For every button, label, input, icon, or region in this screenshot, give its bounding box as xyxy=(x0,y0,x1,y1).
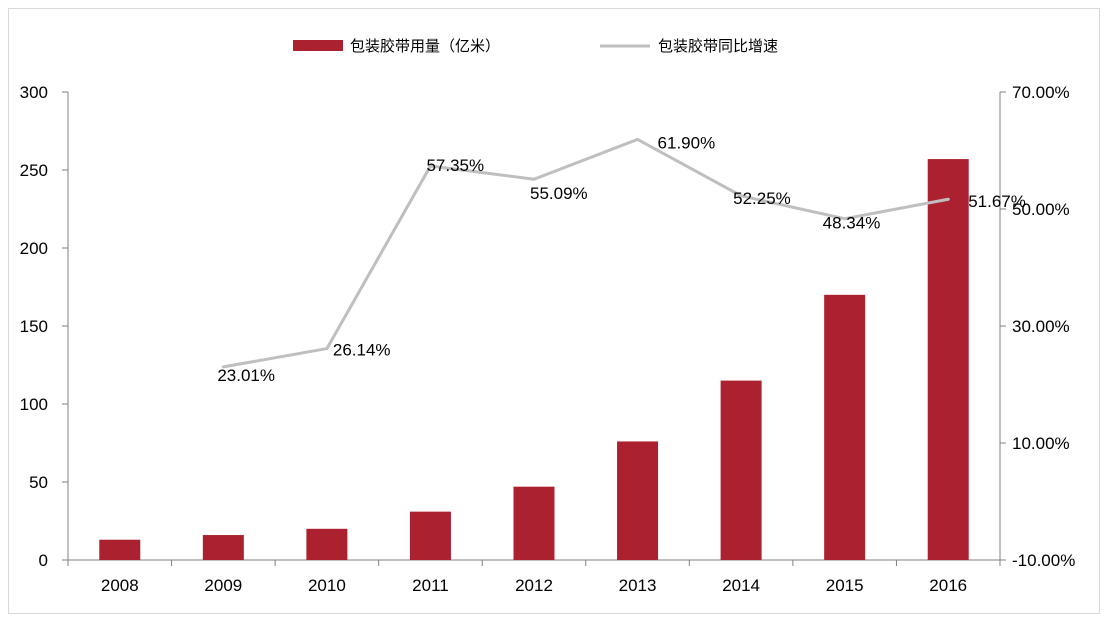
bar-2013 xyxy=(617,441,659,560)
axes: 0 50 100 150 200 250 300 -10.00% 10.00% 30.00% 50.… xyxy=(20,83,1076,595)
x-tick-label: 2008 xyxy=(101,576,139,595)
data-label-2009: 23.01% xyxy=(217,366,275,385)
x-tick-label: 2013 xyxy=(619,576,657,595)
x-tick-label: 2012 xyxy=(515,576,553,595)
y-left-tick-label: 250 xyxy=(20,161,48,180)
chart-frame xyxy=(8,8,1100,614)
line-point-2011 xyxy=(428,164,432,168)
line-point-2016 xyxy=(946,197,950,201)
data-label-2015: 48.34% xyxy=(823,214,881,233)
x-tick-label: 2016 xyxy=(929,576,967,595)
legend: 包装胶带用量（亿米） 包装胶带同比增速 xyxy=(293,37,778,55)
y-left-tick-label: 100 xyxy=(20,395,48,414)
x-tick-label: 2009 xyxy=(204,576,242,595)
bar-2010 xyxy=(306,528,348,560)
legend-bar-swatch xyxy=(293,40,343,51)
line-point-2010 xyxy=(325,347,329,351)
x-tick-label: 2011 xyxy=(412,576,449,595)
y-right-tick-label: 30.00% xyxy=(1012,317,1070,336)
data-label-2011: 57.35% xyxy=(426,156,484,175)
line-point-2014 xyxy=(739,194,743,198)
legend-line-label: 包装胶带同比增速 xyxy=(658,37,778,55)
data-label-2013: 61.90% xyxy=(658,133,716,152)
legend-bar-label: 包装胶带用量（亿米） xyxy=(350,37,500,55)
data-label-2014: 52.25% xyxy=(733,189,791,208)
line-point-2013 xyxy=(636,137,640,141)
data-label-2012: 55.09% xyxy=(530,184,588,203)
y-left-tick-label: 150 xyxy=(20,317,48,336)
bar-2015 xyxy=(824,294,866,560)
y-right-tick-label: 70.00% xyxy=(1012,83,1070,102)
line-point-2015 xyxy=(843,217,847,221)
bar-2011 xyxy=(409,511,451,560)
bar-2008 xyxy=(99,539,141,560)
x-tick-label: 2015 xyxy=(826,576,864,595)
line-series xyxy=(221,137,950,369)
line-point-2009 xyxy=(221,365,225,369)
x-tick-label: 2014 xyxy=(722,576,760,595)
y-right-tick-label: 50.00% xyxy=(1012,200,1070,219)
y-left-tick-label: 0 xyxy=(39,551,48,570)
bar-2009 xyxy=(202,535,244,560)
bars xyxy=(99,159,969,560)
line-point-2012 xyxy=(532,177,536,181)
data-labels: 23.01% 26.14% 57.35% 55.09% 61.90% 52.25% 48.3… xyxy=(217,133,1026,385)
bar-2014 xyxy=(720,380,762,560)
y-right-tick-label: -10.00% xyxy=(1012,551,1075,570)
data-label-2010: 26.14% xyxy=(333,341,391,360)
bar-2016 xyxy=(927,159,969,560)
bar-2012 xyxy=(513,486,555,560)
y-left-tick-label: 300 xyxy=(20,83,48,102)
y-left-tick-label: 50 xyxy=(29,473,48,492)
y-left-tick-label: 200 xyxy=(20,239,48,258)
growth-line xyxy=(223,137,949,369)
y-right-tick-label: 10.00% xyxy=(1012,434,1070,453)
x-tick-label: 2010 xyxy=(308,576,346,595)
data-label-2016: 51.67% xyxy=(968,192,1026,211)
